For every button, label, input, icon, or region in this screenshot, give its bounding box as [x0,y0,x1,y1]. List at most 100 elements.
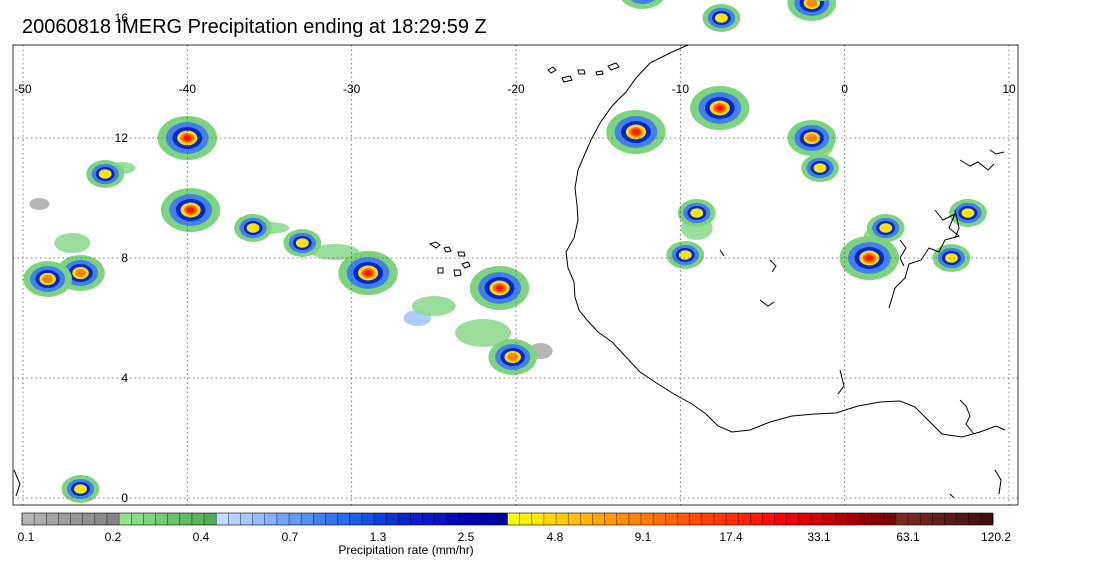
precip-contour [813,163,827,173]
colorbar-swatch [434,513,448,525]
colorbar-swatch [531,513,545,525]
west-africa-coastline [565,44,1006,438]
colorbar-swatch [483,513,496,525]
colorbar-swatch [179,513,193,525]
colorbar-tick-label: 9.1 [635,530,652,544]
precip-contour [246,223,260,233]
cape-verde-island [443,246,452,253]
colorbar-tick-label: 33.1 [807,530,831,544]
precip-contour [811,0,829,1]
precip-cell [702,4,741,32]
colorbar-swatch [422,513,435,525]
colorbar-swatch [289,513,302,525]
precip-contour [75,269,86,277]
colorbar-swatch [398,513,411,525]
precip-cell [160,188,221,232]
colorbar-tick-label: 0.4 [193,530,210,544]
colorbar-swatch [895,513,909,525]
longitude-tick-label: -10 [672,82,690,96]
colorbar-tick-label: 17.4 [719,530,743,544]
precip-cell [338,251,398,295]
colorbar-swatch [932,513,945,525]
inland-water-outline [769,259,777,273]
colorbar-swatch [713,513,727,525]
colorbar-tick-label: 4.8 [547,530,564,544]
colorbar-swatch [543,513,557,525]
precip-contour [715,105,724,111]
precip-cell [811,0,829,1]
colorbar-swatch [859,513,872,525]
colorbar-swatch [82,513,96,525]
colorbar-swatch [604,513,618,525]
precip-cell [86,160,125,188]
colorbar-swatch [410,513,423,525]
precip-cell [677,199,716,227]
inland-water-outline [954,209,960,239]
precip-cell [157,116,218,160]
precip-contour [678,250,692,260]
colorbar-swatch [204,513,217,525]
colorbar-tick-label: 0.2 [105,530,122,544]
precip-cell [932,244,971,272]
precip-contour [186,207,195,213]
colorbar-swatch [119,513,132,525]
colorbar-swatch [835,513,848,525]
colorbar-swatch [956,513,970,525]
cape-verde-island [437,267,444,274]
gridlines [13,45,1018,505]
colorbar-swatch [143,513,156,525]
map-frame [12,44,1019,506]
colorbar-swatch [373,513,387,525]
colorbar-swatch [519,513,533,525]
colorbar-swatch [628,513,642,525]
precip-contour [806,0,818,7]
colorbar-swatch [798,513,812,525]
colorbar-title: Precipitation rate (mm/hr) [338,543,473,557]
colorbar-swatch [167,513,181,525]
colorbar-swatch [908,513,921,525]
inland-water-outline [13,469,21,497]
precip-contour [495,285,504,291]
precip-contour [74,484,87,494]
inland-water-outline [994,469,1002,495]
colorbar-swatch [871,513,885,525]
latitude-tick-label: 8 [121,251,128,265]
longitude-tick-label: 0 [841,82,848,96]
precip-contour [295,238,309,248]
colorbar-swatch [58,513,71,525]
precip-cell [61,475,100,503]
inland-water-outline [959,159,995,171]
colorbar-swatch [276,513,290,525]
inland-water-outline [899,239,907,267]
colorbar-swatch [70,513,83,525]
precip-cell [606,110,666,154]
colorbar-swatch [592,513,605,525]
precip-contour [42,275,53,283]
latitude-tick-label: 16 [115,11,129,25]
precip-cell [666,241,705,269]
colorbar-swatch [495,513,508,525]
cape-verde-island [457,251,466,257]
colorbar-swatch [155,513,168,525]
cape-verde-island [428,241,441,249]
colorbar-swatch [313,513,326,525]
colorbar-swatch [446,513,460,525]
canary-island [607,62,620,71]
precip-contour [690,208,704,218]
colorbar-swatch [701,513,715,525]
precipitation-layer [23,0,987,503]
precip-light-area [311,244,360,260]
colorbar-swatch [325,513,338,525]
colorbar-tick-label: 0.1 [18,530,35,544]
colorbar-swatch [556,513,569,525]
inland-water-outline [837,369,845,395]
colorbar-swatch [301,513,314,525]
colorbar-swatch [216,513,229,525]
precip-light-area [411,296,456,316]
colorbar-swatch [337,513,351,525]
colorbar-swatch [810,513,824,525]
cape-verde-island [461,261,471,269]
colorbar-swatch [46,513,59,525]
colorbar-tick-label: 120.2 [981,530,1011,544]
precip-cell [488,339,538,375]
